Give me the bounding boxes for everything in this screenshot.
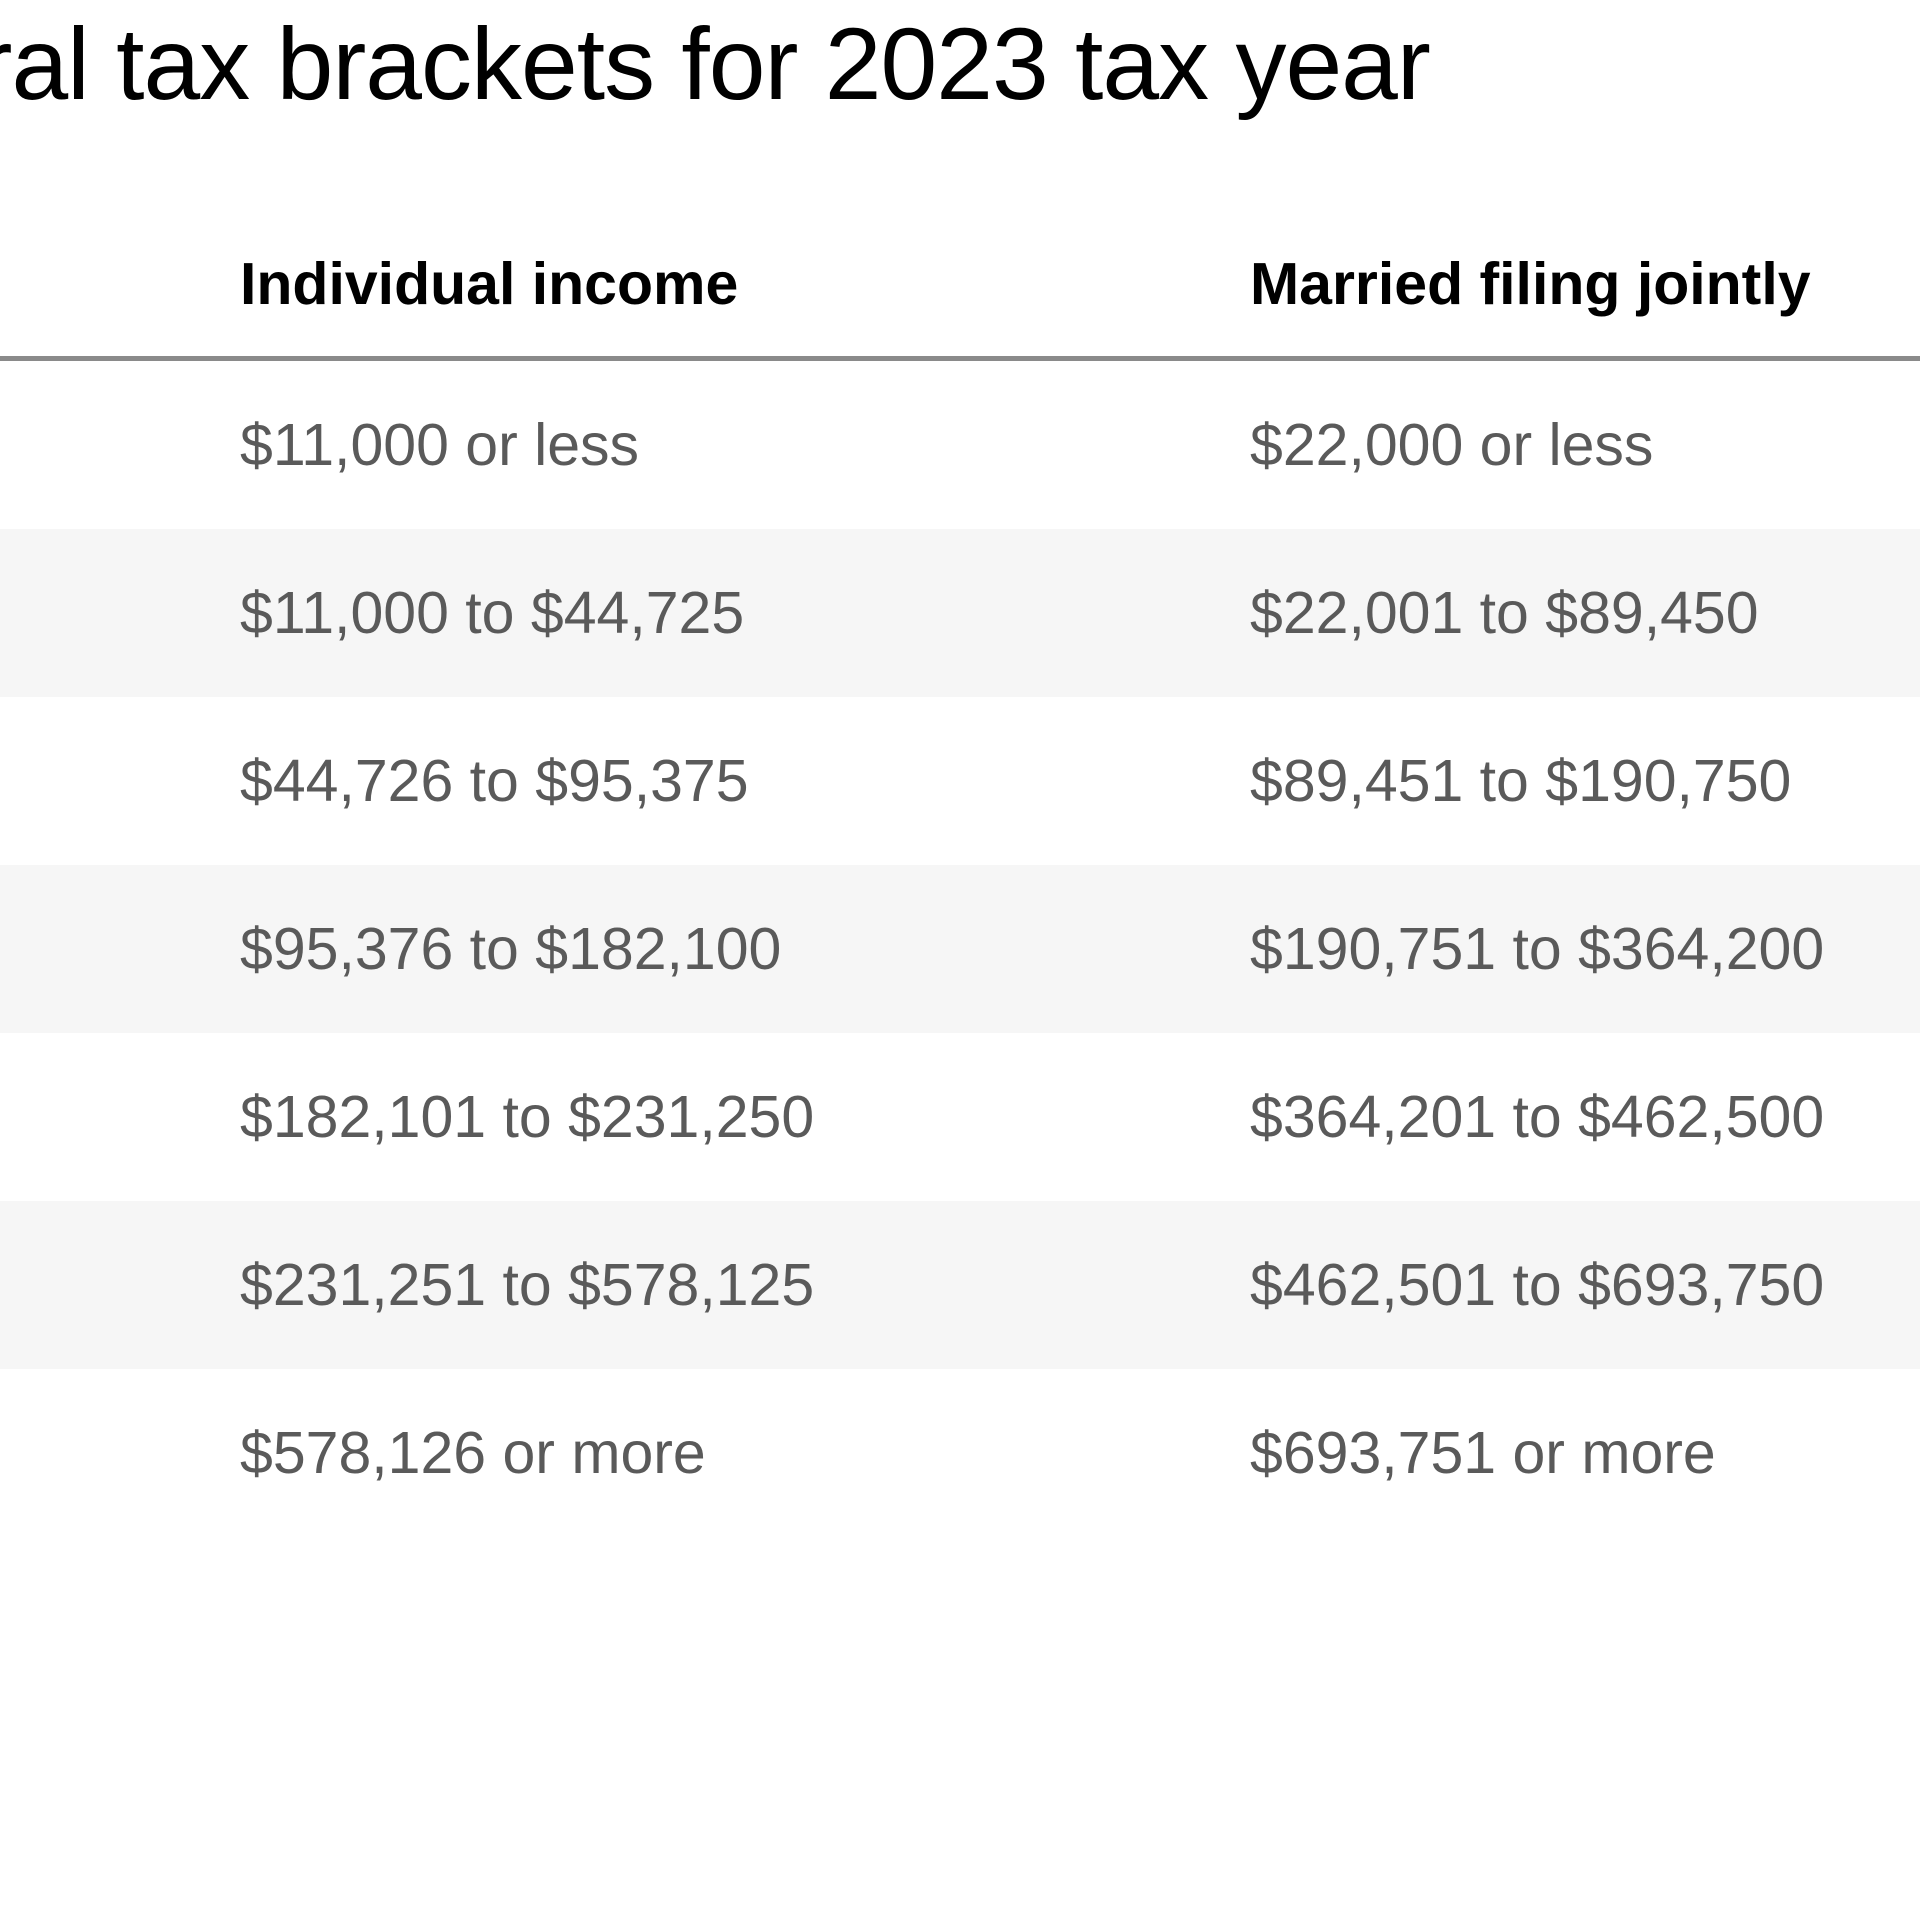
cell-rate: 12%: [0, 529, 240, 697]
cell-rate: 32%: [0, 1033, 240, 1201]
col-header-rate: Tax rate: [0, 232, 240, 359]
page-title: Federal tax brackets for 2023 tax year: [0, 6, 1430, 123]
table-row: 22% $44,726 to $95,375 $89,451 to $190,7…: [0, 697, 1920, 865]
tax-bracket-table: Tax rate Individual income Married filin…: [0, 232, 1920, 1537]
cell-individual: $95,376 to $182,100: [240, 865, 1250, 1033]
table-row: 35% $231,251 to $578,125 $462,501 to $69…: [0, 1201, 1920, 1369]
table-header-row: Tax rate Individual income Married filin…: [0, 232, 1920, 359]
cell-married: $89,451 to $190,750: [1250, 697, 1920, 865]
cell-individual: $44,726 to $95,375: [240, 697, 1250, 865]
cell-married: $22,000 or less: [1250, 359, 1920, 530]
cell-individual: $11,000 to $44,725: [240, 529, 1250, 697]
page-root: Federal tax brackets for 2023 tax year T…: [0, 0, 1920, 1920]
cell-rate: 35%: [0, 1201, 240, 1369]
cell-married: $693,751 or more: [1250, 1369, 1920, 1537]
cell-married: $190,751 to $364,200: [1250, 865, 1920, 1033]
table-row: 10% $11,000 or less $22,000 or less: [0, 359, 1920, 530]
table: Tax rate Individual income Married filin…: [0, 232, 1920, 1537]
cell-rate: 10%: [0, 359, 240, 530]
table-row: 24% $95,376 to $182,100 $190,751 to $364…: [0, 865, 1920, 1033]
cell-married: $22,001 to $89,450: [1250, 529, 1920, 697]
table-row: 37% $578,126 or more $693,751 or more: [0, 1369, 1920, 1537]
cell-individual: $182,101 to $231,250: [240, 1033, 1250, 1201]
cell-rate: 24%: [0, 865, 240, 1033]
col-header-married: Married filing jointly: [1250, 232, 1920, 359]
cell-individual: $231,251 to $578,125: [240, 1201, 1250, 1369]
cell-individual: $11,000 or less: [240, 359, 1250, 530]
table-row: 32% $182,101 to $231,250 $364,201 to $46…: [0, 1033, 1920, 1201]
cell-rate: 37%: [0, 1369, 240, 1537]
cell-individual: $578,126 or more: [240, 1369, 1250, 1537]
cell-rate: 22%: [0, 697, 240, 865]
col-header-individual: Individual income: [240, 232, 1250, 359]
cell-married: $462,501 to $693,750: [1250, 1201, 1920, 1369]
table-row: 12% $11,000 to $44,725 $22,001 to $89,45…: [0, 529, 1920, 697]
cell-married: $364,201 to $462,500: [1250, 1033, 1920, 1201]
